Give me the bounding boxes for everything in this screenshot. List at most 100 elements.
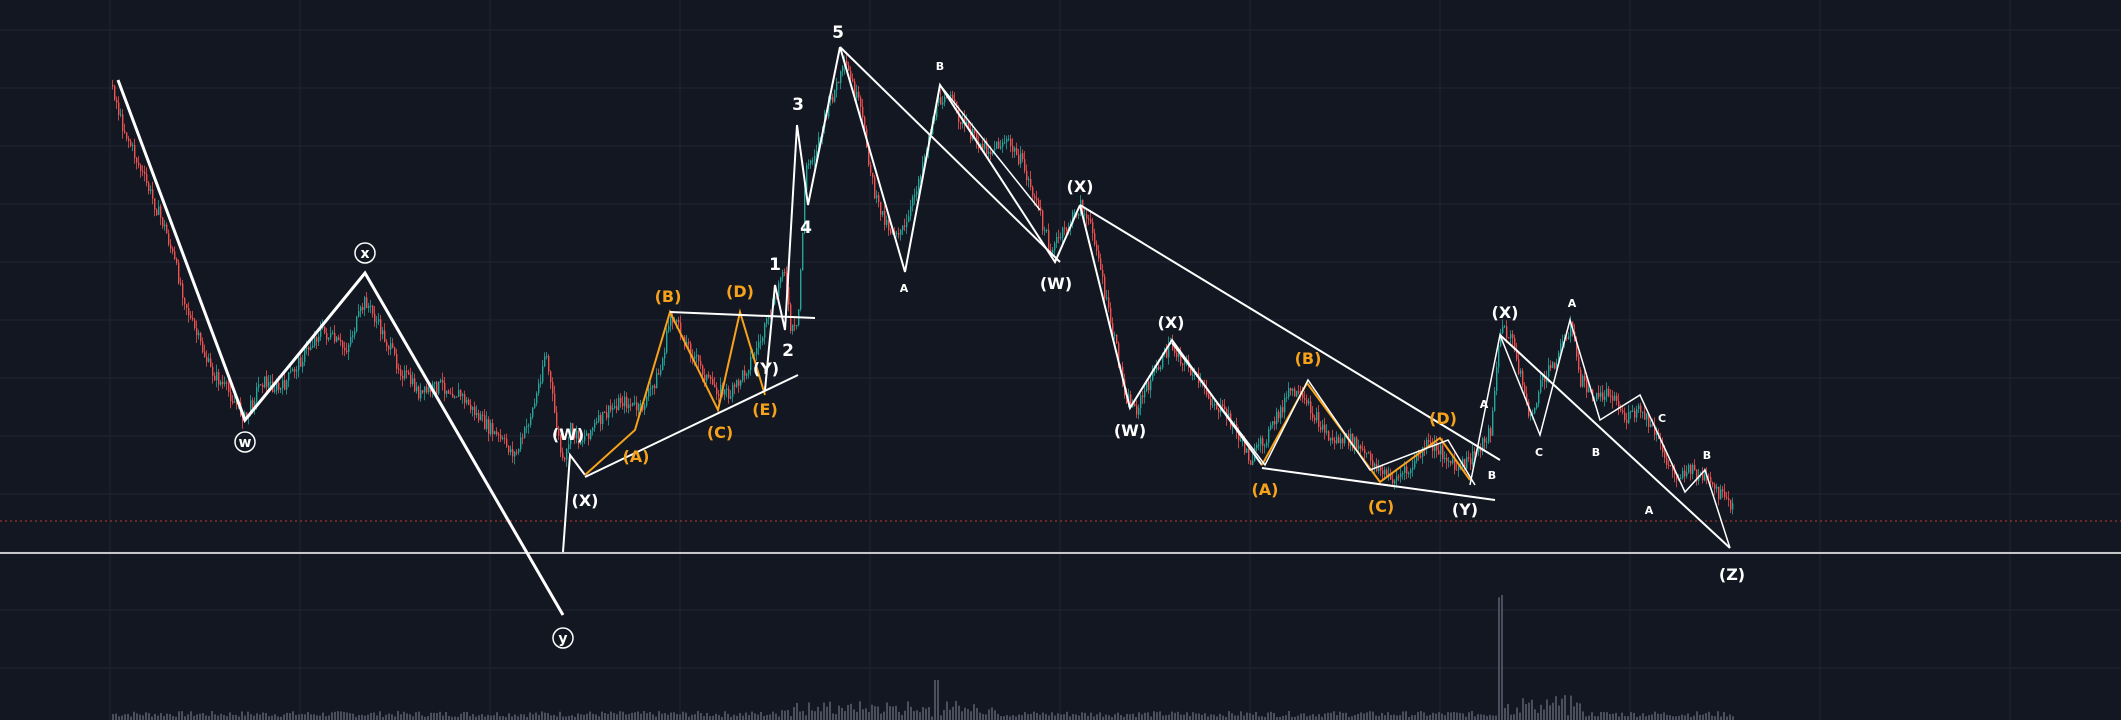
volume-bar	[757, 714, 759, 720]
volume-bar	[661, 713, 663, 720]
candle-body	[1168, 344, 1170, 358]
candle-body	[832, 96, 834, 102]
candle-body	[216, 371, 218, 381]
volume-bar	[370, 712, 372, 720]
volume-bar	[691, 714, 693, 720]
candle-body	[162, 217, 164, 227]
candle-body	[278, 383, 280, 390]
volume-bar	[1660, 713, 1662, 720]
candle-body	[1540, 379, 1542, 393]
candle-body	[742, 370, 744, 381]
candle-body	[250, 400, 252, 415]
volume-bar	[859, 701, 861, 720]
volume-bar	[415, 712, 417, 720]
candle-body	[1608, 388, 1610, 396]
volume-bar	[1501, 595, 1503, 720]
candle-body	[900, 230, 902, 235]
volume-bar	[1066, 711, 1068, 720]
candle-body	[482, 414, 484, 416]
candle-body	[1016, 147, 1018, 155]
volume-bar	[256, 713, 258, 720]
volume-bar	[1360, 712, 1362, 720]
volume-bar	[562, 716, 564, 720]
volume-bar	[946, 701, 948, 720]
candle-body	[1432, 443, 1434, 451]
volume-bar	[322, 712, 324, 720]
wave-label-X-middle: (X)	[1067, 177, 1094, 196]
volume-bar	[265, 713, 267, 720]
volume-bar	[1312, 714, 1314, 720]
candle-body	[384, 330, 386, 342]
candle-body	[218, 371, 220, 385]
volume-bar	[898, 711, 900, 720]
candle-body	[566, 449, 568, 460]
volume-bar	[865, 708, 867, 720]
candle-body	[236, 401, 238, 405]
volume-bar	[1033, 711, 1035, 720]
candle-body	[424, 386, 426, 393]
candle-body	[182, 283, 184, 299]
candle-body	[1324, 424, 1326, 433]
volume-bar	[349, 713, 351, 720]
candle-body	[1088, 218, 1090, 220]
candle-body	[200, 333, 202, 342]
candle-body	[644, 405, 646, 410]
candle-body	[614, 406, 616, 408]
volume-bar	[766, 714, 768, 720]
orange-label-B-right: (B)	[1295, 349, 1322, 368]
candle-body	[698, 355, 700, 362]
candle-body	[1280, 407, 1282, 419]
candle-body	[120, 114, 122, 116]
candle-body	[1374, 463, 1376, 467]
candle-body	[996, 141, 998, 149]
candle-body	[1440, 445, 1442, 455]
candle-body	[1262, 438, 1264, 447]
candle-body	[464, 394, 466, 403]
candle-body	[494, 431, 496, 435]
volume-bar	[895, 705, 897, 720]
candle-body	[1442, 445, 1444, 460]
candle-body	[502, 438, 504, 440]
candle-body	[1450, 461, 1452, 464]
candle-body	[434, 382, 436, 384]
candle-body	[438, 381, 440, 394]
candle-body	[1392, 479, 1394, 484]
candle-body	[1458, 465, 1460, 470]
candle-body	[1256, 445, 1258, 448]
candle-body	[1384, 469, 1386, 475]
candle-body	[418, 386, 420, 399]
volume-bar	[1363, 713, 1365, 720]
candle-body	[386, 341, 388, 347]
volume-bar	[1204, 713, 1206, 720]
candle-body	[630, 404, 632, 406]
candle-body	[1508, 337, 1510, 339]
volume-bar	[964, 707, 966, 720]
volume-bar	[358, 715, 360, 720]
candle-body	[864, 117, 866, 129]
candle-body	[558, 428, 560, 436]
volume-bar	[1153, 711, 1155, 720]
volume-bar	[1642, 713, 1644, 720]
volume-bar	[1453, 711, 1455, 720]
candle-body	[1480, 448, 1482, 452]
candle-body	[1728, 498, 1730, 501]
volume-bar	[568, 715, 570, 720]
volume-bar	[1693, 715, 1695, 720]
volume-bar	[1327, 712, 1329, 720]
volume-bar	[1198, 713, 1200, 720]
candle-body	[452, 393, 454, 398]
candle-body	[1030, 178, 1032, 188]
candle-body	[1398, 476, 1400, 478]
candle-body	[1074, 212, 1076, 214]
volume-bar	[1576, 702, 1578, 720]
orange-label-C-left: (C)	[707, 423, 733, 442]
candle-body	[436, 382, 438, 394]
candle-body	[1000, 146, 1002, 149]
volume-bar	[1369, 711, 1371, 720]
volume-bar	[325, 716, 327, 720]
volume-bar	[976, 707, 978, 720]
wave-label-1: 1	[769, 255, 781, 275]
candle-body	[284, 380, 286, 390]
volume-bar	[1591, 712, 1593, 720]
